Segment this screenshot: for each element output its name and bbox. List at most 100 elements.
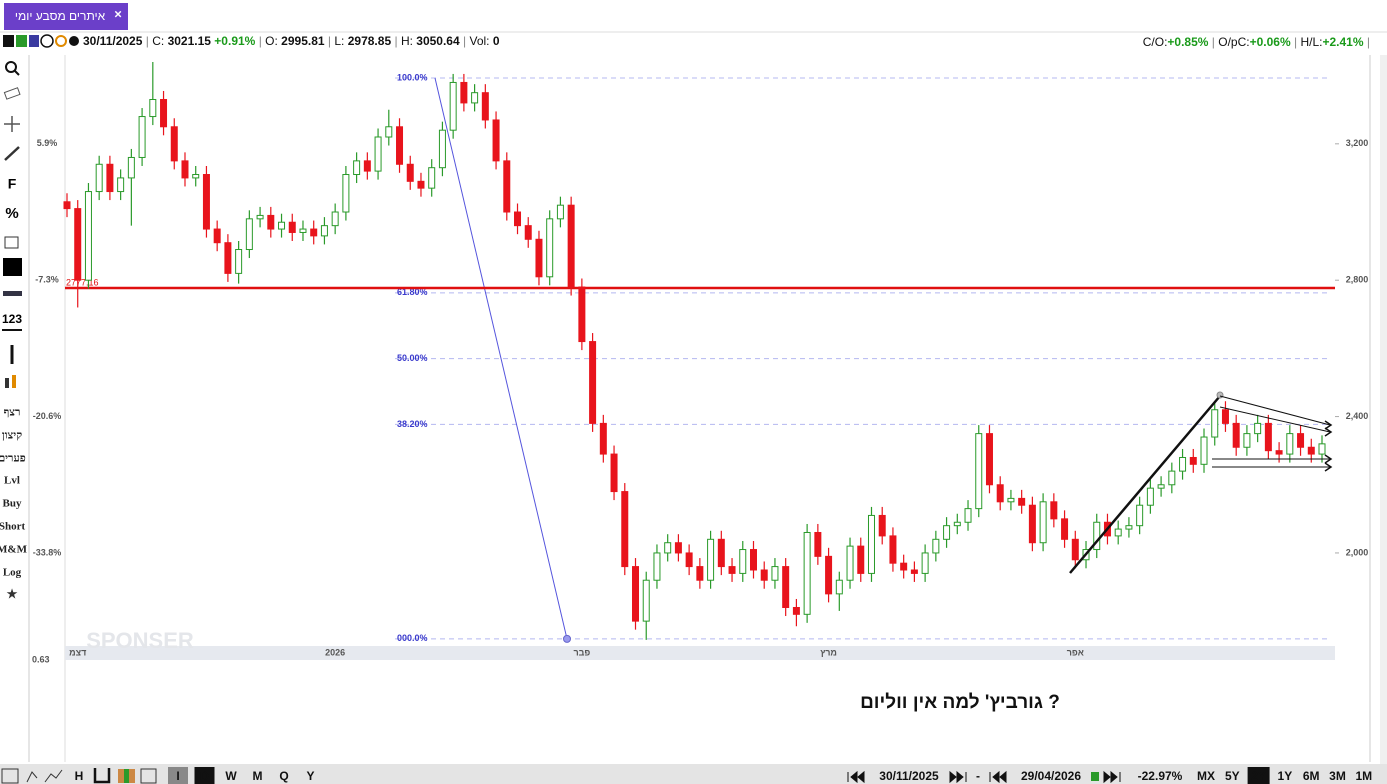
tool-h[interactable]: H bbox=[75, 769, 84, 783]
toolbar-item[interactable]: רצף bbox=[4, 407, 21, 419]
candle-body bbox=[835, 579, 843, 595]
candle-body bbox=[1200, 436, 1208, 465]
period-button[interactable]: 2Y bbox=[1251, 769, 1266, 783]
candle-body bbox=[1157, 484, 1165, 489]
candle-body bbox=[192, 174, 200, 179]
line-icon[interactable] bbox=[4, 146, 20, 161]
x-axis-band bbox=[65, 646, 1335, 660]
annotation: גורביץ' למה אין ווליום ? bbox=[860, 692, 1060, 713]
toolbar-item[interactable]: Short bbox=[0, 521, 25, 533]
period-button[interactable]: 1M bbox=[1355, 769, 1372, 783]
candle-body bbox=[642, 579, 650, 622]
fib-label: 50.00% bbox=[397, 353, 428, 363]
candle-body bbox=[1254, 422, 1262, 435]
color-swatch[interactable] bbox=[3, 258, 22, 276]
search-icon[interactable] bbox=[5, 61, 17, 73]
candle-body bbox=[996, 484, 1004, 503]
tool-123[interactable]: 123 bbox=[2, 312, 22, 326]
candle-body bbox=[385, 126, 393, 138]
candle-body bbox=[964, 508, 972, 523]
candle-body bbox=[438, 129, 446, 169]
toolbar-item[interactable]: Buy bbox=[3, 498, 22, 510]
cross-icon[interactable] bbox=[4, 116, 20, 132]
candle-body bbox=[149, 99, 157, 118]
fib-label: 100.0% bbox=[397, 72, 428, 82]
candle-body bbox=[1028, 504, 1036, 544]
level-label: 2777.16 bbox=[66, 277, 99, 287]
period-button[interactable]: 3M bbox=[1329, 769, 1346, 783]
candle-body bbox=[1243, 433, 1251, 448]
edit-icon[interactable] bbox=[4, 236, 19, 249]
period-buttons: MX 5Y 2Y 1Y 6M 3M 1M bbox=[1197, 767, 1372, 784]
toolbar-item[interactable]: קיצון bbox=[2, 430, 22, 442]
range: 30/11/2025 - 29/04/2026 -22.97% bbox=[847, 769, 1183, 783]
range-end[interactable]: 29/04/2026 bbox=[1021, 769, 1081, 783]
candle-body bbox=[707, 538, 715, 581]
period-button[interactable]: 1Y bbox=[1278, 769, 1293, 783]
interval-button[interactable]: M bbox=[253, 769, 263, 783]
candle-body bbox=[160, 99, 168, 128]
interval-button[interactable]: W bbox=[225, 769, 237, 783]
candle-body bbox=[1264, 422, 1272, 452]
period-button[interactable]: MX bbox=[1197, 769, 1215, 783]
candle-body bbox=[138, 116, 146, 158]
interval-button[interactable]: I bbox=[176, 769, 179, 783]
toolbar-item[interactable]: פערים bbox=[0, 453, 26, 465]
toolbar-item[interactable]: Lvl bbox=[4, 475, 20, 487]
candle-body bbox=[1297, 433, 1305, 448]
tab-close[interactable]: × bbox=[114, 6, 122, 21]
period-button[interactable]: 5Y bbox=[1225, 769, 1240, 783]
candle-body bbox=[256, 214, 264, 220]
candle-body bbox=[846, 545, 854, 581]
candle-body bbox=[867, 514, 875, 574]
tab[interactable] bbox=[4, 3, 128, 30]
candle-body bbox=[621, 491, 629, 568]
y-tick-label: 3,200 bbox=[1346, 138, 1369, 148]
interval-button[interactable]: Q bbox=[279, 769, 288, 783]
candle-body bbox=[975, 433, 983, 510]
candle-body bbox=[556, 204, 564, 220]
tool-pct[interactable]: % bbox=[5, 205, 18, 222]
width-icon[interactable] bbox=[3, 291, 22, 296]
x-tick-label: דצמ bbox=[69, 647, 86, 657]
candle-body bbox=[170, 126, 178, 162]
candle-body bbox=[1221, 409, 1229, 424]
tool-f[interactable]: F bbox=[8, 176, 17, 192]
period-button[interactable]: 6M bbox=[1303, 769, 1320, 783]
candle-body bbox=[674, 542, 682, 554]
plot: 2,000 2,400 2,800 3,200 5.9% -7.3% -20.6% -33.8… bbox=[33, 62, 1369, 657]
candle-body bbox=[696, 566, 704, 581]
candle-body bbox=[546, 218, 554, 278]
candle-icon[interactable] bbox=[5, 378, 9, 388]
fib-tool-line bbox=[434, 77, 568, 639]
fib-handle[interactable] bbox=[563, 634, 571, 643]
candle-body bbox=[481, 92, 489, 121]
candle-body bbox=[1114, 528, 1122, 537]
tab-title: איתרים מסבע יומי bbox=[15, 9, 106, 23]
range-start[interactable]: 30/11/2025 bbox=[879, 769, 939, 783]
candle-body bbox=[74, 208, 82, 281]
range-change: -22.97% bbox=[1138, 769, 1183, 783]
candle-body bbox=[921, 552, 929, 574]
candle-body bbox=[374, 136, 382, 172]
toolbar-item[interactable]: M&M bbox=[0, 544, 28, 556]
toolbar-item[interactable]: Log bbox=[3, 567, 22, 579]
candle-body bbox=[320, 225, 328, 237]
interval-button[interactable]: D bbox=[200, 769, 209, 783]
candle-body bbox=[749, 549, 757, 571]
candle-body bbox=[578, 286, 586, 343]
scrollbar[interactable] bbox=[1380, 55, 1387, 764]
candle-body bbox=[1179, 456, 1187, 472]
y-tick-label: 2,800 bbox=[1346, 275, 1369, 285]
tool-star[interactable]: ★ bbox=[6, 586, 19, 602]
candle-body bbox=[224, 242, 232, 274]
candle-body bbox=[235, 249, 243, 274]
interval-button[interactable]: Y bbox=[306, 769, 314, 783]
pct-tick-label: -33.8% bbox=[33, 547, 62, 557]
eraser-icon[interactable] bbox=[3, 87, 21, 100]
candle-body bbox=[610, 453, 618, 493]
candle-body bbox=[792, 606, 800, 615]
candle-body bbox=[363, 160, 371, 172]
candle-body bbox=[889, 535, 897, 564]
